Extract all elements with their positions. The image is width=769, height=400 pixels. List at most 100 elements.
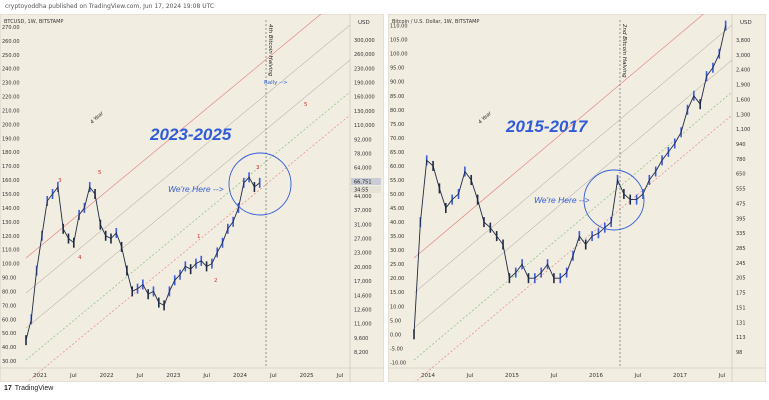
- right-axis-tick-label: 245: [736, 261, 746, 267]
- left-axis-tick-label: 210.00: [2, 108, 20, 114]
- left-axis-tick-label: 85.00: [390, 94, 404, 100]
- left-axis-tick-label: 160.00: [2, 178, 20, 184]
- wave-label: 4: [78, 255, 82, 261]
- x-axis-tick-label: Jul: [69, 373, 77, 379]
- x-axis-tick-label: 2015: [505, 373, 519, 379]
- right-axis-tick-label: 230,000: [354, 66, 375, 72]
- right-axis-tick-label: 37,000: [354, 208, 372, 214]
- right-axis-tick-label: 113: [736, 335, 746, 341]
- left-axis-tick-label: 90.00: [390, 80, 404, 86]
- x-axis-tick-label: Jul: [550, 373, 558, 379]
- right-axis-tick-label: 780: [736, 157, 746, 163]
- left-axis-tick-label: 70.00: [390, 136, 404, 142]
- left-axis-tick-label: 110.00: [390, 24, 408, 30]
- callout-text: We're Here -->: [168, 184, 224, 194]
- right-axis-tick-label: 27,000: [354, 237, 372, 243]
- left-axis-tick-label: 80.00: [2, 289, 16, 295]
- currency-label: USD: [740, 20, 752, 26]
- right-axis-tick-label: 1,900: [736, 83, 750, 89]
- callout-circle: [583, 169, 645, 231]
- left-axis-tick-label: 180.00: [2, 150, 20, 156]
- left-axis-tick-label: 230.00: [2, 81, 20, 87]
- left-axis-tick-label: 70.00: [2, 303, 16, 309]
- wave-label: 3: [58, 178, 62, 184]
- left-axis-tick-label: 110.00: [2, 248, 20, 254]
- left-axis-tick-label: 250.00: [2, 53, 20, 59]
- right-axis-tick-label: 20,000: [354, 265, 372, 271]
- rally-label: Rally -->: [264, 80, 288, 86]
- x-axis-tick-label: Jul: [718, 373, 726, 379]
- footer-logo: 17 TradingView: [4, 385, 53, 392]
- x-axis-tick-label: 2025: [300, 373, 314, 379]
- channel-line: [25, 59, 351, 329]
- left-axis-tick-label: 130.00: [2, 220, 20, 226]
- right-axis-tick-label: 650: [736, 172, 746, 178]
- left-axis-tick-label: 30.00: [390, 248, 404, 254]
- left-axis-tick-label: 60.00: [2, 317, 16, 323]
- x-axis-tick-label: Jul: [634, 373, 642, 379]
- channel-line: [413, 14, 704, 259]
- right-axis-tick-label: 12,600: [354, 307, 372, 313]
- left-axis-tick-label: 270.00: [2, 25, 20, 31]
- right-axis-tick-label: 92,000: [354, 137, 372, 143]
- left-axis-tick-label: 15.00: [390, 290, 404, 296]
- symbol-label: BTCUSD, 1W, BITSTAMP: [4, 19, 63, 25]
- left-axis-tick-label: 65.00: [390, 150, 404, 156]
- left-axis-tick-label: -10.00: [390, 360, 406, 366]
- right-axis-tick-label: 175: [736, 291, 746, 297]
- right-axis-tick-label: 1,100: [736, 127, 750, 133]
- x-axis-tick-label: 2022: [100, 373, 114, 379]
- right-axis-tick-label: 260,000: [354, 52, 375, 58]
- right-axis-tick-label: 395: [736, 216, 746, 222]
- right-axis-tick-label: 151: [736, 305, 746, 311]
- x-axis-tick-label: 2024: [233, 373, 247, 379]
- channel-line: [414, 114, 733, 382]
- right-axis-tick-label: 98: [736, 350, 742, 356]
- channel-line: [413, 24, 733, 294]
- left-axis-tick-label: 25.00: [390, 262, 404, 268]
- right-axis-tick-label: 130,000: [354, 109, 375, 115]
- callout-circle: [228, 152, 292, 216]
- left-axis-tick-label: 170.00: [2, 164, 20, 170]
- halving-label: 4th Bitcoin Halving: [267, 24, 273, 77]
- right-axis-tick-label: 11,000: [354, 322, 372, 328]
- x-axis-tick-label: Jul: [336, 373, 344, 379]
- left-axis-tick-label: 140.00: [2, 206, 20, 212]
- right-axis-tick-label: 17,000: [354, 279, 372, 285]
- left-axis-tick-label: 100.00: [390, 52, 408, 58]
- right-axis-tick-label: 3,000: [736, 53, 750, 59]
- callout-text: We're Here -->: [534, 195, 590, 205]
- right-axis-tick-label: 555: [736, 187, 746, 193]
- right-axis-tick-label: 205: [736, 276, 746, 282]
- right-axis-tick-label: 1,300: [736, 112, 750, 118]
- left-axis-tick-label: 80.00: [390, 108, 404, 114]
- left-axis-tick-label: 35.00: [390, 234, 404, 240]
- big-title: 2015-2017: [505, 117, 589, 136]
- right-axis-tick-label: 3,800: [736, 38, 750, 44]
- x-axis-tick-label: Jul: [269, 373, 277, 379]
- chart-left[interactable]: 270.00260.00250.00240.00230.00220.00210.…: [0, 14, 384, 382]
- right-axis-tick-label: 8,200: [354, 350, 368, 356]
- symbol-label: Bitcoin / U.S. Dollar, 1W, BITSTAMP: [392, 19, 479, 25]
- wave-label: 5: [304, 102, 308, 108]
- left-axis-tick-label: 95.00: [390, 66, 404, 72]
- big-title: 2023-2025: [149, 125, 232, 144]
- right-axis-tick-label: 1,600: [736, 97, 750, 103]
- left-axis-tick-label: 105.00: [390, 38, 408, 44]
- x-axis-tick-label: 2014: [421, 373, 435, 379]
- right-axis-tick-label: 190,000: [354, 81, 375, 87]
- price-readout: 34:55: [354, 188, 368, 194]
- price-readout-box: [351, 178, 381, 185]
- price-readout: 66,751: [354, 180, 372, 186]
- left-axis-tick-label: 10.00: [390, 304, 404, 310]
- chart-right[interactable]: 110.00 105.00 100.00 95.00 90.00 85.00 80.00 75…: [388, 14, 766, 382]
- right-axis-tick-label: 940: [736, 142, 746, 148]
- left-axis-tick-label: 55.00: [390, 178, 404, 184]
- right-axis-tick-label: 23,000: [354, 251, 372, 257]
- left-axis-tick-label: 220.00: [2, 95, 20, 101]
- left-axis-tick-label: 40.00: [390, 220, 404, 226]
- tradingview-logo-icon: 17: [4, 385, 12, 392]
- right-axis-tick-label: 14,600: [354, 293, 372, 299]
- left-axis-tick-label: 260.00: [2, 39, 20, 45]
